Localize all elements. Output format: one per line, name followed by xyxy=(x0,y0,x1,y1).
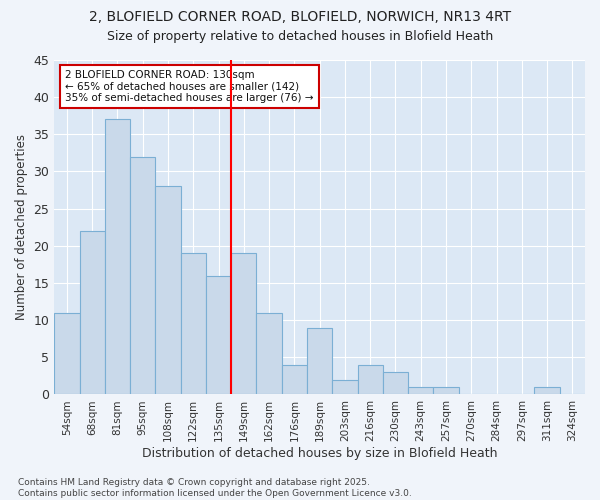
Bar xyxy=(105,120,130,394)
Bar xyxy=(332,380,358,394)
Bar xyxy=(383,372,408,394)
Bar xyxy=(433,387,458,394)
Text: 2 BLOFIELD CORNER ROAD: 130sqm
← 65% of detached houses are smaller (142)
35% of: 2 BLOFIELD CORNER ROAD: 130sqm ← 65% of … xyxy=(65,70,313,103)
Text: 2, BLOFIELD CORNER ROAD, BLOFIELD, NORWICH, NR13 4RT: 2, BLOFIELD CORNER ROAD, BLOFIELD, NORWI… xyxy=(89,10,511,24)
Bar xyxy=(54,312,80,394)
Bar xyxy=(535,387,560,394)
Bar xyxy=(358,364,383,394)
Bar xyxy=(130,156,155,394)
Bar xyxy=(206,276,231,394)
Bar xyxy=(256,312,282,394)
X-axis label: Distribution of detached houses by size in Blofield Heath: Distribution of detached houses by size … xyxy=(142,447,497,460)
Y-axis label: Number of detached properties: Number of detached properties xyxy=(15,134,28,320)
Bar xyxy=(307,328,332,394)
Bar xyxy=(155,186,181,394)
Bar xyxy=(181,253,206,394)
Bar xyxy=(408,387,433,394)
Text: Contains HM Land Registry data © Crown copyright and database right 2025.
Contai: Contains HM Land Registry data © Crown c… xyxy=(18,478,412,498)
Bar xyxy=(231,253,256,394)
Text: Size of property relative to detached houses in Blofield Heath: Size of property relative to detached ho… xyxy=(107,30,493,43)
Bar xyxy=(282,364,307,394)
Bar xyxy=(80,231,105,394)
